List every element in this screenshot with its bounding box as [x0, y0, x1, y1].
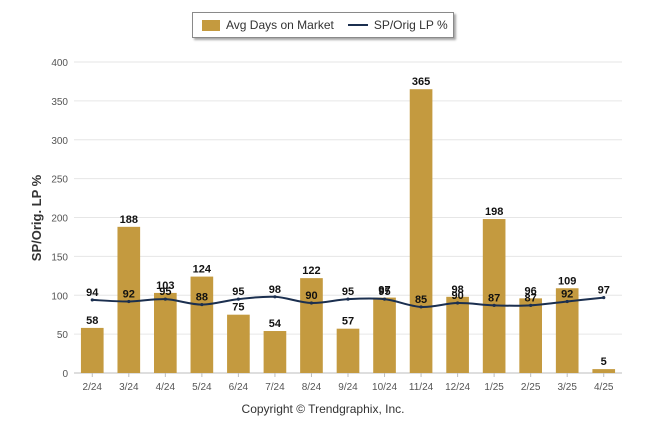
line-value-label: 94: [86, 287, 99, 299]
line-point: [163, 297, 167, 301]
line-value-label: 95: [378, 286, 390, 298]
line-value-label: 92: [561, 288, 573, 300]
y-tick-label: 0: [62, 369, 68, 380]
line-point: [346, 297, 350, 301]
y-axis: 0 50 100 150 200 250 300 350 400: [51, 58, 68, 380]
line-point: [273, 295, 277, 299]
x-tick-label: 9/24: [338, 382, 358, 393]
bar: [154, 292, 177, 373]
bar: [519, 298, 542, 373]
x-tick-label: 2/25: [521, 382, 541, 393]
y-tick-label: 350: [51, 97, 68, 108]
bar: [263, 331, 287, 373]
line-value-label: 88: [196, 292, 208, 304]
bar-value-label: 96: [525, 285, 537, 297]
x-axis: 2/24 3/24 4/24 5/24 6/24 7/24 8/24 9/24 10/24 11/…: [83, 373, 614, 393]
chart-legend: Avg Days on Market SP/Orig LP %: [192, 12, 454, 38]
x-tick-label: 6/24: [229, 382, 249, 393]
line-value-label: 95: [232, 286, 244, 298]
x-tick-label: 2/24: [83, 382, 103, 393]
bar: [227, 314, 250, 373]
line-point: [236, 297, 240, 301]
x-tick-label: 8/24: [302, 382, 322, 393]
bar: [592, 369, 616, 373]
line-value-label: 90: [451, 290, 463, 302]
bar: [555, 288, 579, 373]
bar-value-label: 122: [302, 265, 320, 277]
line-value-label: 85: [415, 294, 427, 306]
bar-value-label: 5: [601, 356, 607, 368]
bar: [190, 276, 214, 373]
bar: [373, 297, 396, 373]
line-value-label: 97: [598, 285, 610, 297]
line-value-label: 90: [305, 290, 317, 302]
line-value-label: 98: [269, 284, 281, 296]
bar: [80, 327, 104, 373]
y-tick-label: 50: [57, 330, 69, 341]
x-tick-label: 11/24: [409, 382, 434, 393]
x-tick-label: 7/24: [265, 382, 285, 393]
bar-value-label: 75: [232, 302, 244, 314]
legend-item-bar[interactable]: Avg Days on Market: [193, 18, 334, 32]
bar-value-label: 124: [193, 264, 212, 276]
x-tick-label: 4/25: [594, 382, 614, 393]
y-tick-label: 200: [51, 214, 68, 225]
line-point: [565, 299, 569, 304]
y-tick-label: 250: [51, 175, 68, 186]
line-point: [127, 299, 131, 304]
bar-value-label: 54: [269, 318, 282, 330]
line-point: [309, 301, 314, 305]
line-point: [529, 303, 533, 307]
bar: [409, 89, 433, 374]
line-value-label: 87: [488, 292, 500, 304]
y-tick-label: 300: [51, 136, 68, 147]
line-point: [382, 297, 387, 301]
line-value-label: 92: [123, 288, 135, 300]
bar: [446, 296, 469, 373]
bar-value-label: 58: [86, 315, 98, 327]
copyright-text: Copyright © Trendgraphix, Inc.: [241, 402, 405, 416]
x-tick-label: 4/24: [156, 382, 176, 393]
y-tick-label: 400: [51, 58, 68, 69]
legend-line-label: SP/Orig LP %: [373, 18, 448, 32]
bar-series: [80, 89, 616, 374]
x-tick-label: 3/25: [557, 382, 577, 393]
line-value-label: 95: [159, 286, 171, 298]
bar-value-label: 109: [558, 275, 576, 287]
y-tick-label: 150: [51, 252, 68, 263]
line-point: [456, 301, 460, 305]
x-tick-label: 12/24: [445, 382, 470, 393]
bar-value-label: 97: [378, 285, 390, 297]
data-labels: 58 188 103 124 75 54 122 57 97 365 98 198 96 109 5 94 92…: [86, 76, 610, 368]
legend-bar-swatch: [202, 19, 220, 31]
line-point: [602, 295, 606, 300]
line-point: [200, 302, 204, 307]
legend-item-line[interactable]: SP/Orig LP %: [334, 18, 448, 32]
x-tick-label: 5/24: [192, 382, 212, 393]
y-axis-title: SP/Orig. LP %: [29, 174, 44, 261]
legend-bar-label: Avg Days on Market: [226, 18, 334, 32]
bar: [482, 219, 506, 373]
line-point: [419, 305, 423, 309]
line-point: [90, 298, 94, 302]
y-tick-label: 100: [51, 291, 68, 302]
x-tick-label: 10/24: [372, 382, 397, 393]
bar-value-label: 365: [412, 76, 430, 88]
bar-value-label: 188: [120, 214, 138, 226]
bar-value-label: 98: [451, 284, 463, 296]
bar-value-label: 103: [156, 280, 174, 292]
line-value-label: 87: [525, 292, 537, 304]
x-tick-label: 1/25: [484, 382, 504, 393]
line-value-label: 95: [342, 286, 354, 298]
bar-value-label: 198: [485, 206, 503, 218]
line-series: [90, 295, 606, 309]
bar: [336, 328, 360, 373]
x-tick-label: 3/24: [119, 382, 139, 393]
legend-line-swatch: [347, 24, 368, 26]
bar-value-label: 57: [342, 316, 354, 328]
line-point: [492, 303, 496, 307]
